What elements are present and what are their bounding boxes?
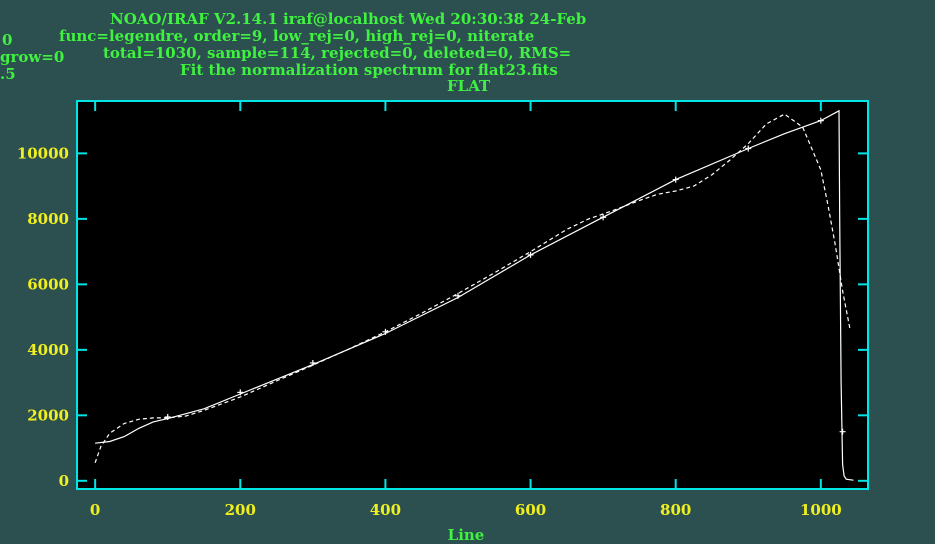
- x-tick-label: 400: [370, 501, 401, 519]
- data-point-marker: [745, 145, 752, 152]
- x-tick-label: 200: [225, 501, 256, 519]
- header-line5: FLAT: [447, 77, 491, 95]
- y-tick-label: 0: [59, 472, 69, 490]
- x-tick-label: 600: [515, 501, 546, 519]
- data-curve-solid: [95, 109, 854, 481]
- header-left3: .5: [0, 65, 16, 83]
- data-point-marker: [672, 176, 679, 183]
- x-tick-label: 800: [660, 501, 691, 519]
- y-tick-label: 2000: [27, 406, 69, 424]
- y-tick-label: 10000: [17, 144, 69, 162]
- data-point-marker: [817, 117, 824, 124]
- header-left2: grow=0: [0, 48, 65, 66]
- x-tick-label: 1000: [800, 501, 842, 519]
- y-tick-label: 8000: [27, 210, 69, 228]
- x-tick-label: 0: [90, 501, 100, 519]
- data-point-marker: [309, 359, 316, 366]
- plot-area: [77, 101, 868, 489]
- data-point-marker: [454, 292, 461, 299]
- header-line3: total=1030, sample=114, rejected=0, dele…: [103, 44, 572, 62]
- data-point-marker: [164, 413, 171, 420]
- header-line4: Fit the normalization spectrum for flat2…: [180, 61, 558, 79]
- y-tick-label: 4000: [27, 341, 69, 359]
- plot-frame: [76, 100, 869, 490]
- header-line1: NOAO/IRAF V2.14.1 iraf@localhost Wed 20:…: [110, 10, 587, 28]
- data-point-marker: [237, 389, 244, 396]
- data-point-marker: [382, 328, 389, 335]
- data-point-marker: [839, 428, 846, 435]
- header-left1: 0: [2, 31, 13, 49]
- data-point-marker: [527, 251, 534, 258]
- header-line2: func=legendre, order=9, low_rej=0, high_…: [59, 27, 535, 45]
- data-point-marker: [600, 214, 607, 221]
- series-layer: [94, 109, 854, 481]
- x-axis-label: Line: [448, 526, 485, 544]
- y-tick-label: 6000: [27, 275, 69, 293]
